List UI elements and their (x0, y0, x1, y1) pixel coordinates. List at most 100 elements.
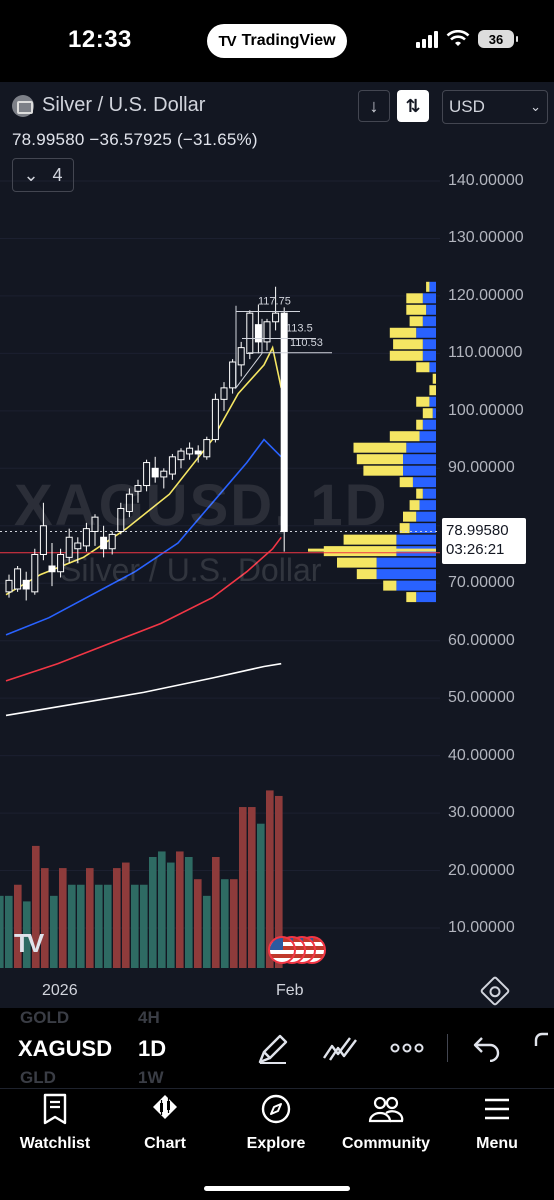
volume-profile-row-blue (423, 351, 436, 361)
candle-body (247, 313, 253, 353)
nav-label-menu: Menu (476, 1135, 518, 1153)
nav-explore[interactable]: Explore (221, 1093, 331, 1153)
volume-profile-row-blue (413, 477, 436, 487)
cellular-signal-icon (416, 30, 438, 48)
volume-profile-row-blue (429, 282, 436, 292)
volume-profile-row-yellow (416, 397, 429, 407)
symbol-picker[interactable]: XAGUSD (18, 1036, 112, 1062)
volume-profile-row-yellow (426, 282, 429, 292)
volume-bar (122, 863, 130, 968)
interval-picker[interactable]: 1D (138, 1036, 166, 1062)
volume-profile-row-blue (377, 569, 436, 579)
volume-bar (95, 885, 103, 968)
ghost-interval-below: 1W (138, 1068, 164, 1088)
volume-profile-row-yellow (390, 328, 416, 338)
ghost-symbol-above: GOLD (20, 1008, 69, 1028)
annotation-label: 117.75 (258, 296, 291, 308)
price-change: 78.99580 −36.57925 (−31.65%) (12, 130, 258, 150)
x-label-2026: 2026 (42, 982, 78, 1000)
y-axis-label: 60.00000 (448, 632, 515, 650)
brush-icon[interactable] (256, 1032, 290, 1066)
arrow-down-icon: ↓ (370, 96, 379, 117)
ghost-interval-above: 4H (138, 1008, 160, 1028)
y-axis-label: 70.00000 (448, 574, 515, 592)
drawing-tools-icon[interactable] (322, 1032, 358, 1066)
volume-bar (77, 885, 85, 968)
volume-profile-row-blue (396, 581, 436, 591)
volume-bar (257, 824, 265, 968)
volume-profile-row-blue (410, 523, 436, 533)
currency-value: USD (449, 97, 485, 117)
volume-bar (41, 868, 49, 968)
volume-profile-row-yellow (416, 489, 423, 499)
volume-profile-row-yellow (406, 592, 416, 602)
currency-select[interactable]: USD ⌄ (442, 90, 548, 124)
more-icon[interactable] (390, 1038, 424, 1058)
tradingview-pill[interactable]: TV TradingView (207, 24, 347, 58)
chart-area[interactable]: 117.75 113.5 110.53 XAGUSD, 1D Silver / U.… (0, 82, 554, 1008)
volume-profile-row-blue (377, 558, 436, 568)
candle-body (238, 348, 244, 365)
nav-chart[interactable]: Chart (110, 1093, 220, 1153)
compare-button[interactable]: ⇅ (397, 90, 429, 122)
candle-body (23, 580, 29, 589)
y-axis-label: 90.00000 (448, 459, 515, 477)
y-axis-label: 120.00000 (448, 287, 524, 305)
volume-profile-row-blue (423, 339, 436, 349)
volume-profile-row-blue (416, 328, 436, 338)
volume-bar (203, 896, 211, 968)
volume-bar (50, 896, 58, 968)
volume-profile-row-yellow (416, 420, 423, 430)
economic-events[interactable] (268, 936, 338, 966)
volume-profile-row-blue (403, 466, 436, 476)
volume-profile-row-yellow (400, 477, 413, 487)
volume-profile-row-yellow (433, 374, 436, 384)
volume-profile-row-blue (396, 535, 436, 545)
nav-label-explore: Explore (247, 1135, 306, 1153)
candle-body (49, 566, 55, 572)
status-time: 12:33 (68, 26, 132, 54)
nav-community[interactable]: Community (331, 1093, 441, 1153)
volume-bar (131, 885, 139, 968)
battery-icon: 36 (478, 30, 514, 48)
nav-watchlist[interactable]: Watchlist (0, 1093, 110, 1153)
candle-body (273, 313, 279, 322)
tradingview-watermark-logo[interactable]: TV (14, 928, 41, 959)
candle-body (32, 555, 38, 592)
chart-icon (151, 1093, 179, 1125)
volume-bar (239, 807, 247, 968)
annotation-label: 110.53 (290, 337, 323, 349)
volume-bars (0, 790, 283, 968)
volume-profile-row-yellow (393, 339, 423, 349)
nav-label-chart: Chart (144, 1135, 186, 1153)
volume-bar (5, 896, 13, 968)
volume-bar (68, 885, 76, 968)
status-icons: 36 (416, 30, 514, 48)
volume-profile-row-yellow (403, 512, 416, 522)
symbol-header[interactable]: Silver / U.S. Dollar (12, 94, 205, 117)
candle-body (195, 451, 201, 454)
y-axis-label: 100.00000 (448, 402, 524, 420)
tradingview-logo-icon: TV (218, 33, 235, 50)
compare-icon: ⇅ (405, 96, 420, 117)
volume-profile-row-yellow (429, 385, 436, 395)
volume-profile-row-blue (423, 316, 436, 326)
silver-symbol-icon (12, 95, 34, 117)
volume-profile-row-yellow (416, 362, 429, 372)
download-button[interactable]: ↓ (358, 90, 390, 122)
volume-profile-row-yellow (357, 454, 403, 464)
y-axis-label: 10.00000 (448, 919, 515, 937)
volume-profile-row-blue (423, 420, 436, 430)
volume-profile-row-blue (429, 397, 436, 407)
volume-profile-row-blue (416, 592, 436, 602)
redo-icon[interactable] (534, 1032, 554, 1066)
indicators-toggle-button[interactable]: ⌄ 4 (12, 158, 74, 192)
volume-profile-row-yellow (410, 500, 420, 510)
symbol-name: Silver / U.S. Dollar (42, 94, 205, 117)
undo-icon[interactable] (472, 1034, 502, 1062)
volume-profile-row-yellow (406, 305, 426, 315)
us-flag-icon (268, 936, 296, 964)
volume-profile-row-yellow (357, 569, 377, 579)
watchlist-icon (42, 1093, 68, 1125)
nav-menu[interactable]: Menu (442, 1093, 552, 1153)
